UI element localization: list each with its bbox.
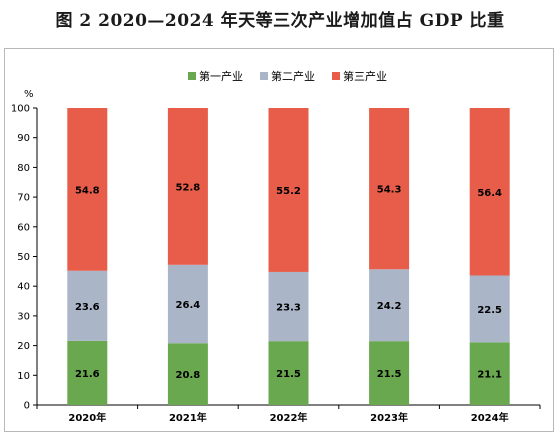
legend-swatch-2: [260, 72, 268, 80]
y-tick-label: 50: [17, 252, 30, 263]
legend-swatch-3: [332, 72, 340, 80]
bar-value-label: 55.2: [276, 186, 301, 197]
bar-value-label: 54.3: [377, 185, 402, 196]
bar-value-label: 23.3: [276, 303, 301, 314]
x-tick-label: 2023年: [370, 411, 408, 424]
bar-value-label: 21.1: [477, 370, 502, 381]
bar-value-label: 56.4: [477, 188, 502, 199]
bar-value-label: 24.2: [377, 301, 402, 312]
bar-value-label: 26.4: [176, 300, 201, 311]
bar-segment-3: [268, 108, 309, 272]
x-tick-label: 2024年: [471, 411, 509, 424]
bar-value-label: 54.8: [75, 185, 100, 196]
bar-segment-3: [469, 108, 510, 276]
x-tick-label: 2022年: [270, 411, 308, 424]
bar-segment-2: [67, 270, 108, 341]
bar-segment-3: [67, 108, 108, 271]
legend-swatch-1: [188, 72, 196, 80]
bar-segment-2: [469, 275, 510, 343]
bar-segment-1: [268, 341, 309, 405]
y-tick-label: 100: [11, 104, 30, 115]
legend-label: 第一产业: [199, 69, 243, 83]
legend-label: 第三产业: [343, 69, 387, 83]
bar-value-label: 23.6: [75, 302, 100, 313]
chart-title: 图 2 2020—2024 年天等三次产业增加值占 GDP 比重: [55, 11, 505, 31]
bar-value-label: 22.5: [477, 305, 502, 316]
y-tick-label: 10: [17, 371, 30, 382]
y-tick-label: 70: [17, 193, 30, 204]
bar-value-label: 21.6: [75, 369, 100, 380]
y-tick-label: 40: [17, 282, 30, 293]
bar-value-label: 21.5: [276, 369, 301, 380]
y-axis-unit: %: [24, 89, 34, 100]
bar-value-label: 20.8: [176, 370, 201, 381]
bar-segment-3: [369, 108, 410, 270]
bar-segment-1: [369, 341, 410, 405]
y-tick-label: 30: [17, 311, 30, 322]
bar-segment-1: [67, 340, 108, 405]
bar-value-label: 21.5: [377, 369, 402, 380]
x-tick-label: 2021年: [169, 411, 207, 424]
bar-segment-1: [167, 343, 208, 405]
y-tick-label: 60: [17, 222, 30, 233]
y-tick-label: 0: [24, 401, 30, 412]
bar-segment-1: [469, 342, 510, 405]
x-tick-label: 2020年: [68, 411, 106, 424]
bar-value-label: 52.8: [176, 182, 201, 193]
bar-segment-2: [268, 271, 309, 342]
bar-segment-2: [167, 264, 208, 344]
y-tick-label: 90: [17, 133, 30, 144]
legend-label: 第二产业: [271, 69, 315, 83]
bar-segment-3: [167, 108, 208, 265]
bar-segment-2: [369, 269, 410, 342]
chart-frame: [4, 48, 554, 432]
y-tick-label: 20: [17, 341, 30, 352]
y-tick-label: 80: [17, 163, 30, 174]
